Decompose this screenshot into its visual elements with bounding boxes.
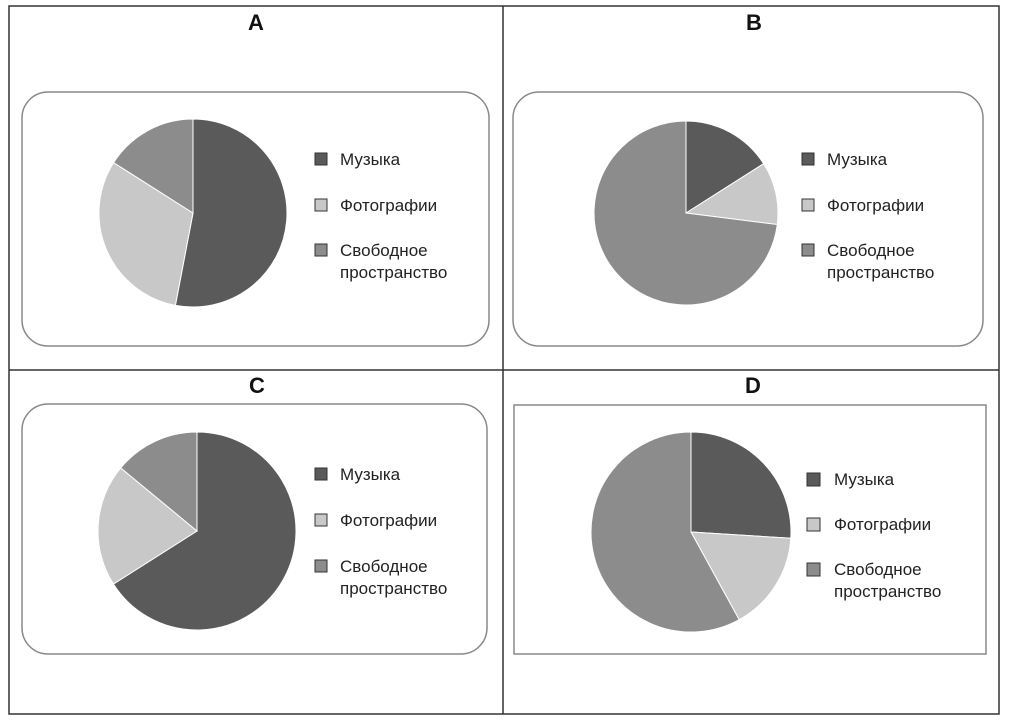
chart-title-a: A	[248, 10, 264, 35]
chart-panel-a: A Музыка Фотографии Свободное пространств…	[21, 10, 490, 347]
legend-b: Музыка Фотографии Свободное пространство	[801, 150, 934, 282]
chart-panel-c: C Музыка Фотографии Свободное пространств…	[21, 373, 488, 655]
legend-label-free: Свободное пространство	[834, 560, 941, 601]
legend-label-photos: Фотографии	[340, 196, 437, 215]
chart-title-d: D	[745, 373, 761, 398]
legend-swatch-photos	[314, 198, 328, 212]
slice-free	[590, 431, 740, 633]
legend-label-free: Свободное пространство	[827, 241, 934, 282]
legend-swatch-photos	[801, 198, 815, 212]
legend-swatch-free	[801, 243, 815, 257]
legend-swatch-free	[314, 243, 328, 257]
slice-music	[685, 120, 765, 214]
slice-music	[690, 431, 792, 539]
slice-photos	[690, 531, 792, 621]
legend-swatch-music	[314, 152, 328, 166]
legend-swatch-free	[806, 562, 821, 577]
legend-label-photos: Фотографии	[340, 511, 437, 530]
slice-free	[112, 118, 194, 214]
legend-swatch-music	[806, 472, 821, 487]
slice-music	[174, 118, 288, 308]
legend-label-photos: Фотографии	[827, 196, 924, 215]
pie-d	[590, 431, 792, 633]
legend-label-free: Свободное пространство	[340, 557, 447, 598]
legend-label-music: Музыка	[340, 150, 401, 169]
legend-label-photos: Фотографии	[834, 515, 931, 534]
legend-d: Музыка Фотографии Свободное пространство	[806, 470, 941, 601]
legend-label-music: Музыка	[340, 465, 401, 484]
chart-title-b: B	[746, 10, 762, 35]
pie-c	[97, 431, 297, 631]
legend-swatch-photos	[806, 517, 821, 532]
pie-a	[98, 118, 288, 308]
chart-title-c: C	[249, 373, 265, 398]
legend-c: Музыка Фотографии Свободное пространство	[314, 465, 447, 598]
legend-swatch-music	[314, 467, 328, 481]
chart-panel-b: B Музыка Фотографии Свободное пространств…	[512, 10, 984, 347]
slice-music	[112, 431, 297, 631]
legend-swatch-music	[801, 152, 815, 166]
legend-label-music: Музыка	[827, 150, 888, 169]
legend-swatch-photos	[314, 513, 328, 527]
slice-photos	[97, 467, 198, 585]
slice-free	[120, 431, 198, 533]
pie-b	[593, 120, 779, 306]
legend-label-music: Музыка	[834, 470, 895, 489]
legend-label-free: Свободное пространство	[340, 241, 447, 282]
slice-free	[593, 120, 778, 306]
legend-a: Музыка Фотографии Свободное пространство	[314, 150, 447, 282]
chart-panel-d: D Музыка Фотографии Свободное пространств…	[513, 373, 987, 655]
legend-swatch-free	[314, 559, 328, 573]
